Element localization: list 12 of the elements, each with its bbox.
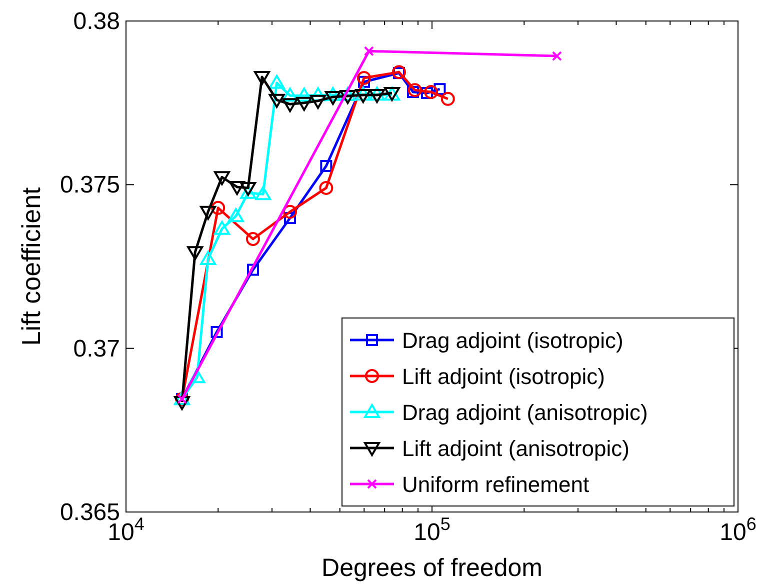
legend-label: Lift adjoint (anisotropic): [402, 436, 630, 461]
y-tick-label: 0.38: [73, 8, 120, 35]
y-tick-label: 0.375: [60, 172, 120, 199]
x-tick-label: 10$^{5}$: [414, 514, 450, 546]
y-tick-label: 0.37: [73, 335, 120, 362]
y-axis-title: Lift coefficient: [16, 186, 46, 346]
x-tick-label: 10$^{6}$: [720, 514, 756, 546]
legend-label: Drag adjoint (anisotropic): [402, 400, 648, 425]
legend-label: Lift adjoint (isotropic): [402, 364, 605, 389]
legend-label: Uniform refinement: [402, 472, 590, 497]
x-axis-title: Degrees of freedom: [322, 554, 542, 582]
legend-label: Drag adjoint (isotropic): [402, 328, 624, 353]
